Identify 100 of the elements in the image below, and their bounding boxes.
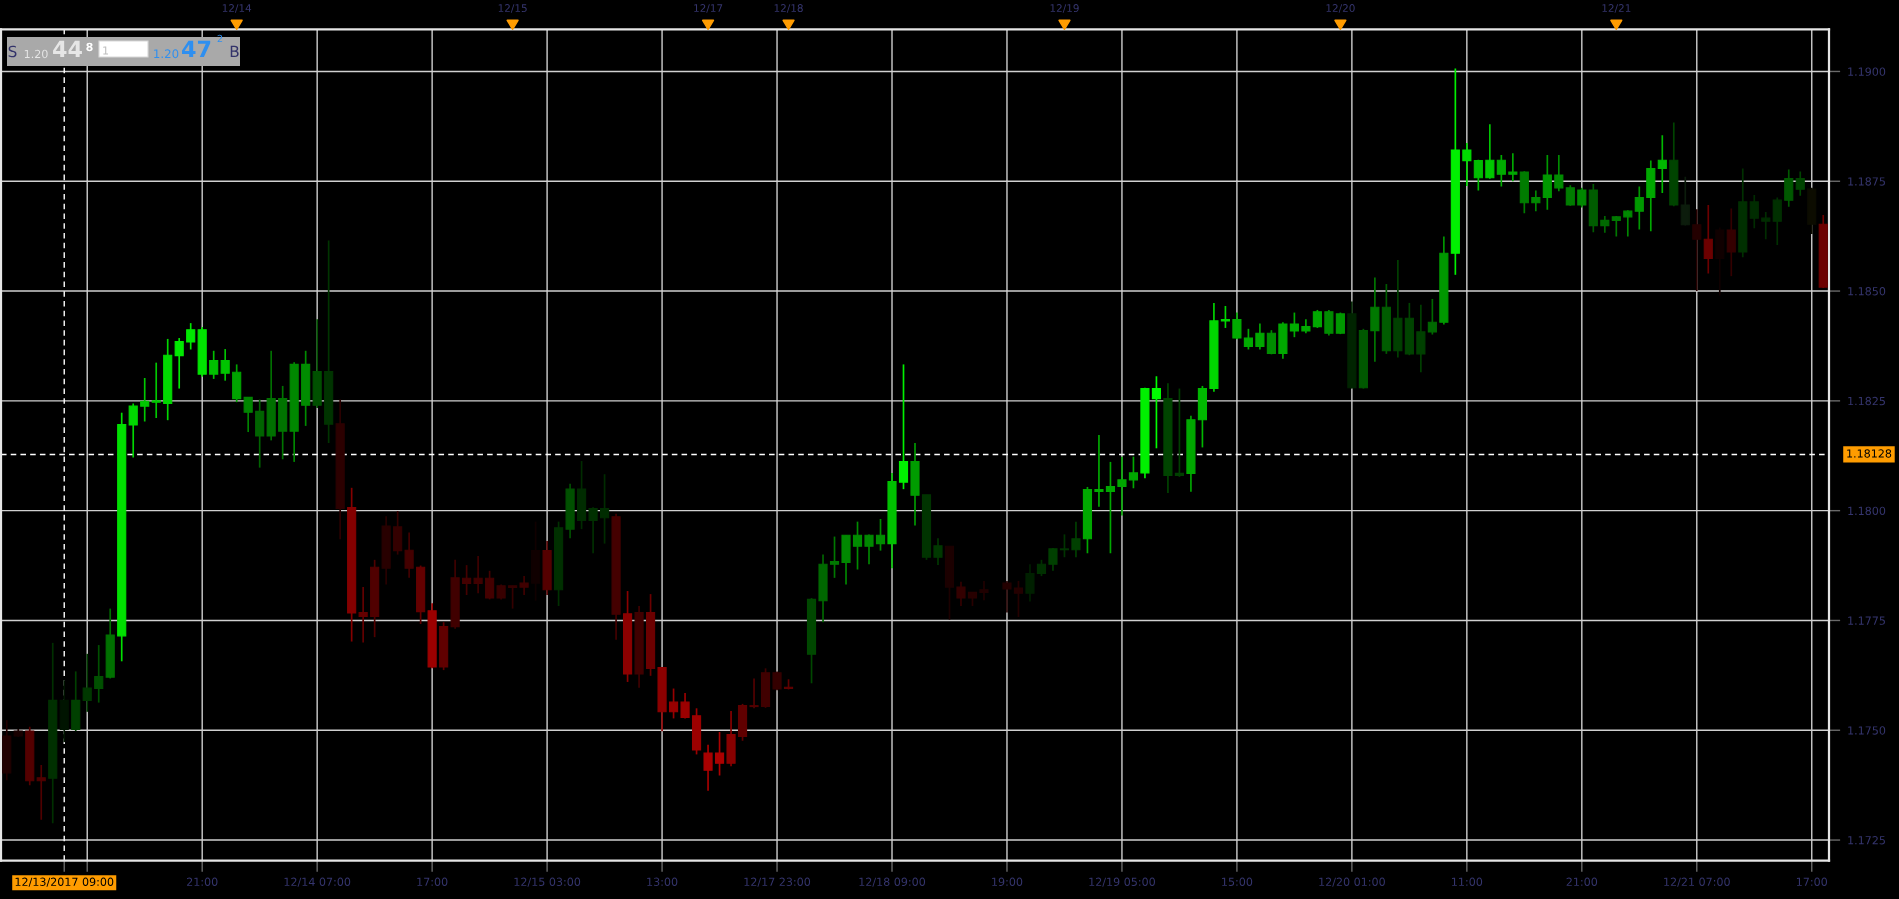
candlestick: [1485, 123, 1495, 180]
candlestick: [1703, 204, 1713, 275]
candlestick: [1094, 434, 1104, 508]
y-tick-label: 1.1775: [1848, 616, 1885, 625]
candlestick: [1025, 563, 1035, 603]
candlestick: [1071, 520, 1081, 559]
annotation: 44: [53, 40, 82, 57]
annotation: 8: [86, 42, 93, 52]
candlestick: [1473, 158, 1483, 192]
x-tick-label: 12/18: [774, 4, 803, 13]
x-tick-label: 12/15: [498, 4, 527, 13]
candlestick: [1657, 134, 1667, 194]
candlestick: [1508, 152, 1518, 183]
candlestick: [508, 584, 518, 610]
candlestick: [1059, 533, 1070, 559]
y-tick-label: 1.1725: [1848, 836, 1885, 845]
candlestick: [1634, 185, 1644, 231]
x-tick-label: 21:00: [187, 877, 218, 886]
candlestick: [1266, 329, 1276, 356]
x-tick-label: 17:00: [417, 877, 448, 886]
candlestick: [473, 555, 483, 595]
annotation: 47: [182, 40, 211, 57]
candlestick: [1232, 311, 1242, 341]
x-tick-label: 12/19 05:00: [1089, 877, 1155, 887]
candlestick: [1761, 211, 1771, 241]
candlestick: [1128, 455, 1139, 490]
candlestick: [186, 322, 196, 351]
candlestick: [1542, 154, 1552, 211]
candlestick: [1784, 168, 1794, 208]
x-tick-label: 17:00: [1796, 877, 1828, 886]
y-tick-label: 1.1875: [1848, 177, 1885, 186]
candlestick: [714, 731, 725, 777]
candlestick: [898, 363, 909, 490]
candlestick: [1416, 303, 1426, 374]
x-tick-label: 12/17: [694, 4, 723, 13]
candlestick: [749, 677, 759, 710]
candlestick: [1749, 194, 1759, 230]
candlestick: [588, 506, 598, 555]
y-tick-label: 1.1800: [1848, 506, 1886, 516]
annotation: 1: [103, 46, 109, 55]
x-tick-label: 15:00: [1222, 877, 1253, 886]
candlestick: [1462, 142, 1472, 187]
x-tick-label: 19:00: [992, 877, 1023, 886]
y-tick-label: 1.1825: [1848, 396, 1885, 406]
x-tick-label: 12/14: [222, 4, 252, 13]
candlestick: [1151, 375, 1162, 450]
candlestick: [1496, 154, 1506, 188]
x-tick-label: 12/14 07:00: [284, 877, 351, 887]
candlestick: [1220, 305, 1230, 329]
x-tick-label: 12/17 23:00: [744, 877, 811, 887]
candlestick: [600, 473, 610, 545]
x-tick-label: 12/19: [1050, 4, 1079, 13]
candlestick: [1370, 276, 1380, 363]
candlestick: [979, 580, 989, 602]
x-tick-label: 13:00: [647, 877, 678, 886]
x-tick-label: 12/15 03:00: [514, 877, 581, 887]
candlestick: [140, 377, 150, 423]
candlestick: [174, 337, 184, 390]
candlestick: [1105, 461, 1116, 555]
candlestick: [1692, 208, 1702, 292]
candlestick: [1531, 189, 1541, 212]
candlestick: [1772, 196, 1782, 246]
candlestick: [220, 348, 230, 382]
candlestick: [680, 692, 690, 720]
candlestick: [393, 510, 403, 556]
candlestick: [358, 586, 368, 644]
candlestick: [519, 575, 529, 596]
candlestick: [1255, 322, 1265, 351]
y-tick-label: 1.1850: [1848, 287, 1886, 296]
candlestick: [1623, 209, 1633, 238]
x-tick-label: 12/18 09:00: [859, 877, 926, 887]
candlestick: [1324, 309, 1334, 337]
candlestick: [703, 743, 713, 792]
candlestick: [956, 580, 966, 607]
candlestick: [1680, 176, 1690, 227]
candlestick: [151, 361, 161, 419]
candlestick: [94, 644, 104, 704]
candlestick: [1117, 455, 1127, 517]
candlestick: [128, 402, 138, 459]
candlestick: [933, 537, 943, 566]
candlestick: [875, 518, 886, 552]
x-tick-label: 11:00: [1452, 877, 1483, 886]
candlestick: [1013, 580, 1024, 618]
ref-line-label: 1.18128: [1847, 449, 1892, 458]
candlestick: [668, 687, 679, 720]
candlestick: [852, 520, 863, 571]
x-tick-label: 12/21 07:00: [1664, 877, 1730, 887]
candlestick: [1174, 387, 1185, 478]
candlestick: [82, 653, 92, 713]
candlestick: [1726, 207, 1736, 277]
candlestick: [829, 535, 840, 579]
y-tick-label: 1.1900: [1848, 67, 1886, 76]
candlestick: [1577, 187, 1587, 209]
x-tick-label: 21:00: [1566, 877, 1598, 886]
candlestick: [1427, 298, 1437, 336]
annotation: B: [230, 45, 239, 57]
annotation: 2: [217, 34, 223, 42]
candlestick: [462, 564, 472, 596]
candlestick: [1554, 154, 1564, 193]
candlestick: [243, 396, 253, 433]
